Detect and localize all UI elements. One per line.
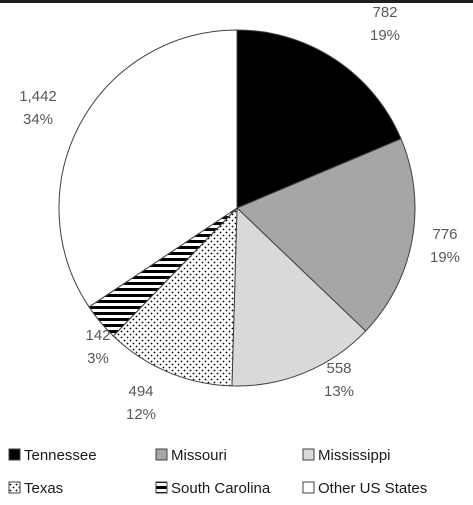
data-label-value-tennessee: 782 [372,4,397,21]
legend-item-south-carolina: South Carolina [155,480,271,497]
legend-swatch-south-carolina [155,481,168,494]
pie-slice-other-us-states [58,29,238,308]
data-label-value-south-carolina: 142 [85,327,110,344]
legend-item-tennessee: Tennessee [8,447,97,464]
legend-swatch-texas [8,481,21,494]
data-label-percent-other-us-states: 34% [23,111,53,128]
legend-item-other-us-states: Other US States [302,480,427,497]
pie-slice-mississippi [231,206,367,387]
data-label-value-texas: 494 [128,383,153,400]
legend-label-missouri: Missouri [171,447,227,464]
data-label-percent-south-carolina: 3% [87,350,109,367]
top-border [0,0,473,3]
data-label-percent-tennessee: 19% [370,27,400,44]
pie-data-labels: 782 19% 776 19% 558 13% 494 12% 142 3% 1,442 34% [19,4,460,423]
pie-slices [58,29,416,387]
legend-swatch-other-us-states [302,481,315,494]
pie-slice-missouri [236,138,416,332]
legend-item-missouri: Missouri [155,447,227,464]
legend-item-mississippi: Mississippi [302,447,391,464]
legend-label-other-us-states: Other US States [318,480,427,497]
legend: Tennessee Missouri Mississippi Texas South C… [8,447,427,497]
data-label-value-other-us-states: 1,442 [19,88,57,105]
legend-label-tennessee: Tennessee [24,447,97,464]
data-label-value-mississippi: 558 [326,360,351,377]
pie-slice-tennessee [236,29,402,209]
data-label-percent-missouri: 19% [430,249,460,266]
legend-label-south-carolina: South Carolina [171,480,271,497]
legend-label-texas: Texas [24,480,63,497]
legend-swatch-missouri [155,448,168,461]
legend-swatch-tennessee [8,448,21,461]
data-label-percent-mississippi: 13% [324,383,354,400]
pie-slice-texas [112,206,238,387]
data-label-percent-texas: 12% [126,406,156,423]
legend-swatch-mississippi [302,448,315,461]
legend-item-texas: Texas [8,480,63,497]
legend-label-mississippi: Mississippi [318,447,391,464]
data-label-value-missouri: 776 [432,226,457,243]
